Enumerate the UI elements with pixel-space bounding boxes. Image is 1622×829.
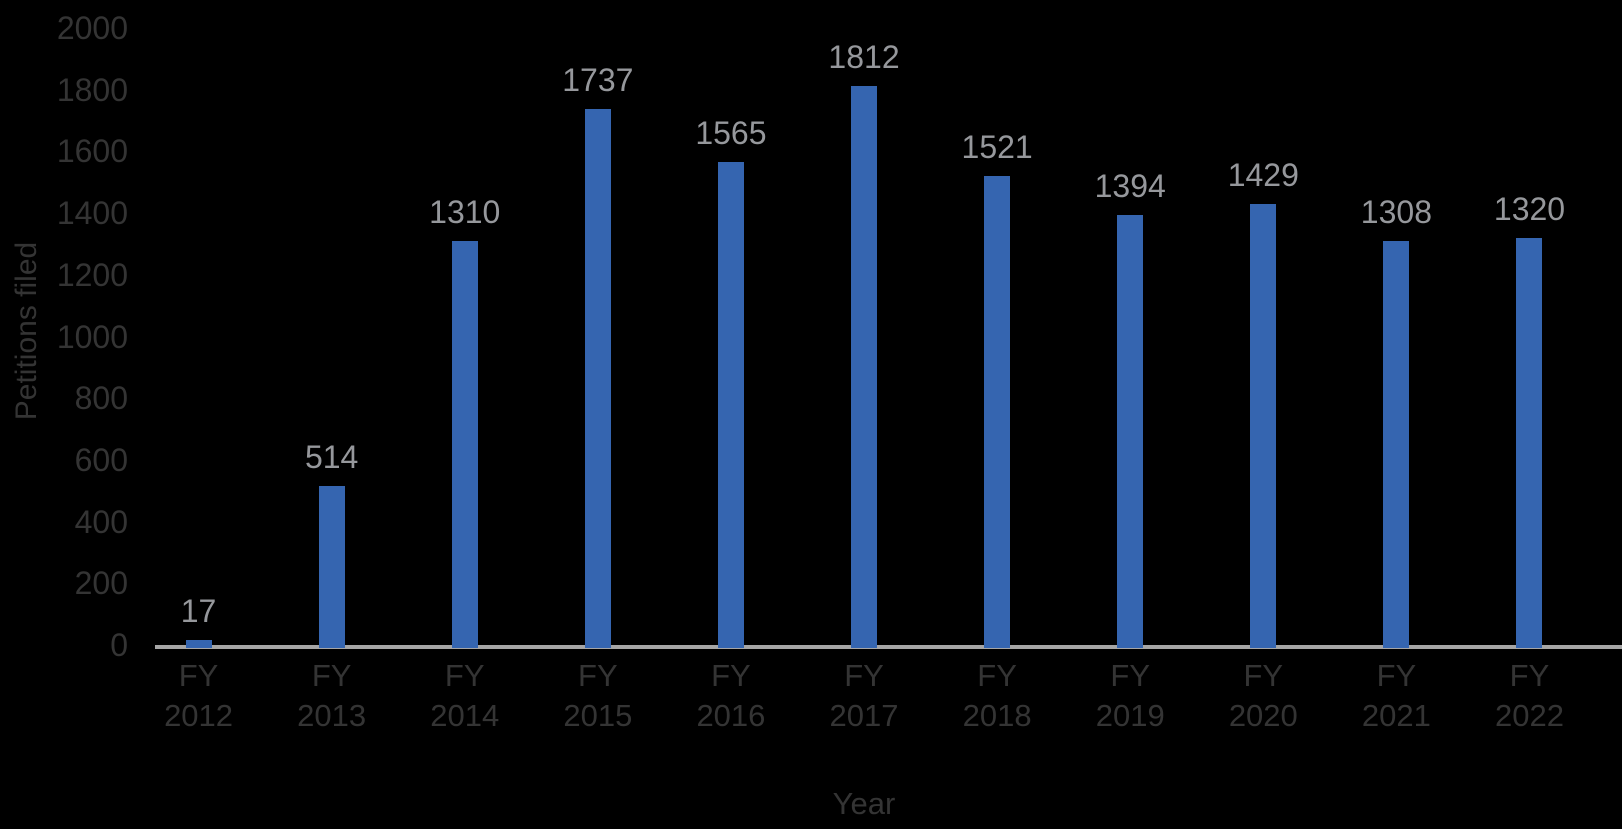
bar	[984, 175, 1011, 648]
x-tick-label: FY 2021	[1361, 658, 1431, 733]
bar	[185, 639, 212, 648]
y-tick-label: 400	[74, 503, 128, 540]
bar	[1117, 214, 1144, 648]
bar	[1516, 237, 1543, 648]
bar-value-label: 514	[304, 439, 359, 476]
y-tick-label: 1600	[56, 133, 128, 170]
x-tick-label: FY 2014	[430, 658, 500, 733]
plot-area: 17 514 1310 1737 1565 1812 1521 1394 1429 1308 132…	[132, 28, 1596, 648]
bar-group: 1565	[664, 28, 797, 648]
x-tick-label: FY 2013	[297, 658, 367, 733]
bar	[1383, 241, 1410, 648]
bar-value-label: 1812	[828, 39, 900, 75]
bar-group: 17	[132, 28, 265, 648]
bar-value-label: 1394	[1094, 167, 1166, 204]
y-tick-label: 200	[74, 565, 128, 602]
x-tick-label: FY 2022	[1495, 658, 1564, 733]
bar	[717, 162, 744, 648]
bar-value-label: 1521	[961, 128, 1033, 165]
x-tick-label: FY 2012	[164, 658, 234, 733]
y-tick-label: 1800	[56, 71, 128, 108]
bar	[318, 486, 345, 648]
bar-value-label: 1565	[695, 115, 767, 152]
bar-value-label: 1308	[1360, 194, 1432, 231]
bar-value-label: 1429	[1227, 157, 1299, 194]
x-tick-label: FY 2020	[1228, 658, 1298, 733]
bar	[851, 86, 878, 648]
bar-value-label: 1320	[1493, 190, 1566, 227]
x-tick-label: FY 2017	[829, 658, 899, 733]
y-tick-label: 1000	[56, 318, 128, 355]
y-tick-label: 600	[74, 441, 128, 478]
bar	[1250, 204, 1277, 648]
bar-group: 1320	[1463, 28, 1596, 648]
bar-group: 1429	[1197, 28, 1330, 648]
x-tick-label: FY 2015	[563, 658, 633, 733]
y-tick-label: 1200	[56, 256, 128, 293]
x-axis-tick-labels: FY 2012 FY 2013 FY 2014 FY 2015 FY 2016 FY 20…	[132, 656, 1596, 736]
bar-value-label: 1737	[562, 62, 634, 99]
bar-group: 1308	[1330, 28, 1463, 648]
y-tick-label: 800	[74, 380, 128, 417]
y-tick-label: 0	[110, 627, 128, 663]
bar-value-label: 1310	[429, 193, 501, 230]
bar	[451, 240, 478, 648]
y-tick-label: 1400	[56, 195, 128, 232]
bar-group: 1737	[531, 28, 664, 648]
bar-group: 1310	[398, 28, 531, 648]
bar	[584, 109, 611, 648]
x-tick-label: FY 2019	[1095, 658, 1165, 733]
bar-value-label: 17	[180, 592, 217, 629]
y-tick-label: 2000	[56, 10, 128, 46]
bar-group: 1394	[1064, 28, 1197, 648]
x-tick-label: FY 2016	[696, 658, 766, 733]
x-axis-title: Year	[832, 786, 896, 821]
x-axis-line	[155, 645, 1622, 649]
bar-group: 514	[265, 28, 398, 648]
x-tick-label: FY 2018	[962, 658, 1032, 733]
bar-group: 1812	[797, 28, 930, 648]
bar-group: 1521	[931, 28, 1064, 648]
